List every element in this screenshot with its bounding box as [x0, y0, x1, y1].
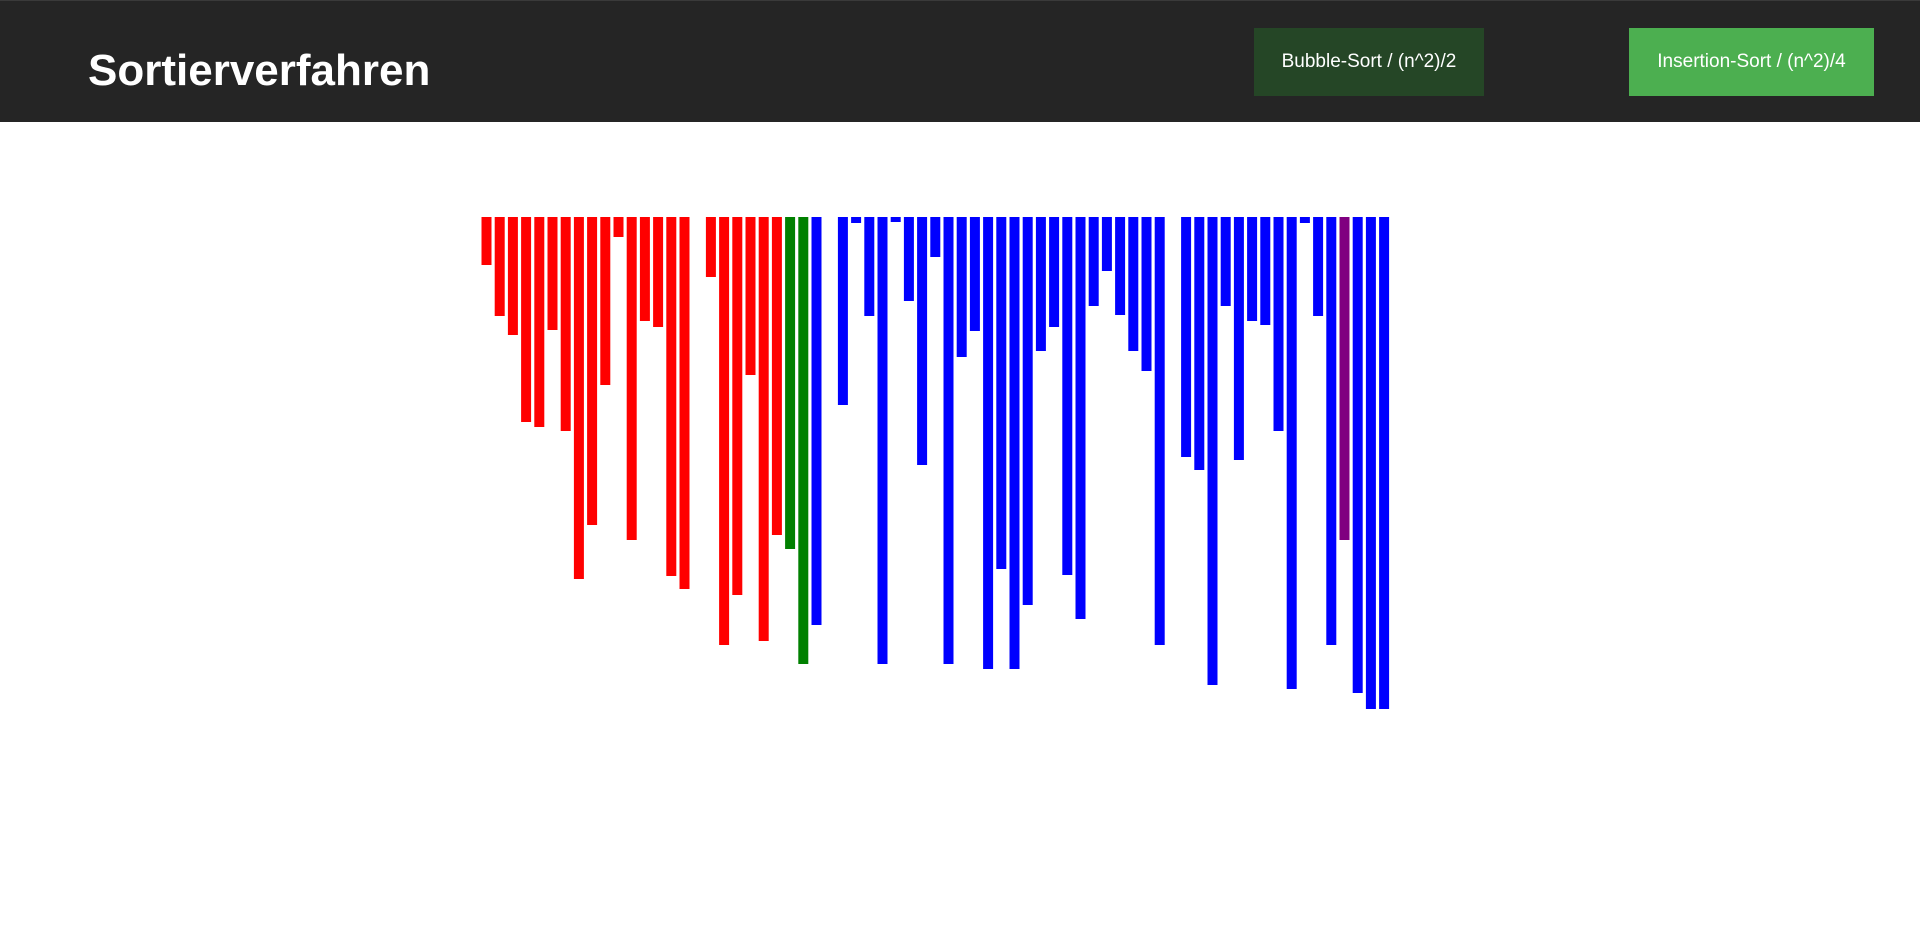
chart-bar	[494, 217, 505, 316]
chart-bar	[745, 217, 756, 375]
chart-bar	[811, 217, 822, 625]
chart-bar	[613, 217, 624, 237]
chart-bar	[864, 217, 875, 316]
page-title: Sortierverfahren	[88, 46, 431, 95]
chart-bar	[679, 217, 690, 589]
chart-bar	[798, 217, 809, 664]
chart-bar	[521, 217, 532, 422]
bar-group	[481, 217, 1390, 709]
chart-bar	[785, 217, 796, 549]
chart-bar	[956, 217, 967, 357]
chart-bar	[626, 217, 637, 540]
chart-bar	[969, 217, 980, 331]
chart-bar	[719, 217, 730, 645]
chart-bar	[1286, 217, 1297, 689]
chart-bar	[996, 217, 1007, 569]
chart-bar	[1273, 217, 1284, 431]
chart-bar	[573, 217, 584, 579]
chart-bar	[1035, 217, 1046, 351]
chart-bar	[1339, 217, 1350, 540]
chart-bar	[1194, 217, 1205, 470]
chart-bar	[1181, 217, 1192, 457]
app-header: Sortierverfahren Bubble-Sort / (n^2)/2 I…	[0, 0, 1920, 122]
chart-bar	[705, 217, 716, 277]
chart-bar	[732, 217, 743, 595]
bubble-sort-button[interactable]: Bubble-Sort / (n^2)/2	[1254, 28, 1484, 96]
chart-bar	[481, 217, 492, 265]
chart-bar	[903, 217, 914, 301]
chart-bar	[1022, 217, 1033, 605]
chart-bar	[1313, 217, 1324, 316]
chart-bar	[1128, 217, 1139, 351]
chart-bar	[771, 217, 782, 535]
chart-bar	[560, 217, 571, 431]
insertion-sort-button[interactable]: Insertion-Sort / (n^2)/4	[1629, 28, 1874, 96]
chart-bar	[1220, 217, 1231, 306]
chart-bar	[890, 217, 901, 222]
chart-bar	[1075, 217, 1086, 619]
chart-bar	[917, 217, 928, 465]
chart-bar	[1049, 217, 1060, 327]
chart-bar	[600, 217, 611, 385]
chart-bar	[507, 217, 518, 335]
chart-bar	[1009, 217, 1020, 669]
chart-bar	[1260, 217, 1271, 325]
chart-bar	[930, 217, 941, 257]
chart-bar	[943, 217, 954, 664]
chart-bar	[1365, 217, 1376, 709]
chart-bar	[587, 217, 598, 525]
chart-bar	[837, 217, 848, 405]
chart-bar	[666, 217, 677, 576]
chart-bar	[1352, 217, 1363, 693]
chart-bar	[639, 217, 650, 321]
chart-bar	[1154, 217, 1165, 645]
chart-bar	[534, 217, 545, 427]
chart-bar	[851, 217, 862, 223]
chart-bar	[758, 217, 769, 641]
chart-bar	[983, 217, 994, 669]
chart-bar	[1247, 217, 1258, 321]
chart-bar	[1115, 217, 1126, 315]
chart-bar	[1141, 217, 1152, 371]
chart-bar	[547, 217, 558, 330]
chart-bar	[1299, 217, 1310, 223]
chart-bar	[1379, 217, 1390, 709]
chart-bar	[1101, 217, 1112, 271]
chart-bar	[1062, 217, 1073, 575]
chart-bar	[877, 217, 888, 664]
chart-bar	[653, 217, 664, 327]
chart-bar	[1207, 217, 1218, 685]
chart-bar	[1088, 217, 1099, 306]
chart-bar	[1326, 217, 1337, 645]
chart-bar	[1233, 217, 1244, 460]
